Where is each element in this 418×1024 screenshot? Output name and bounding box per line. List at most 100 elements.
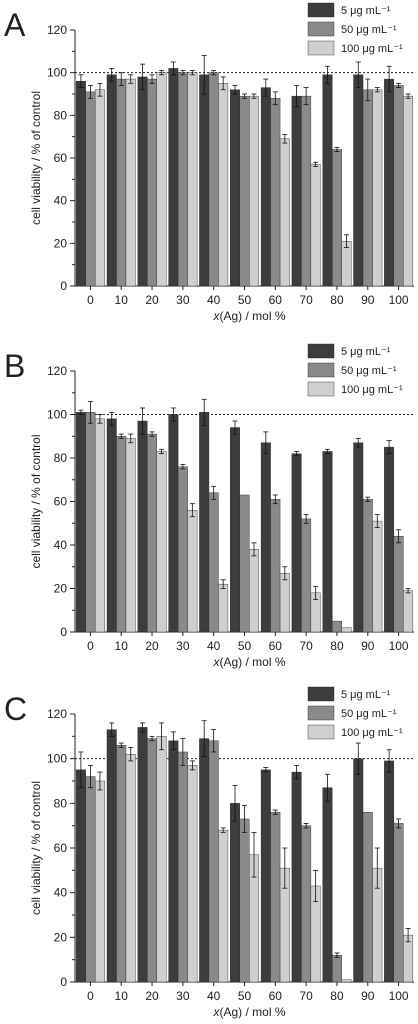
x-tick-label: 30	[176, 989, 190, 1003]
y-tick-label: 20	[54, 582, 68, 596]
bar	[393, 823, 404, 983]
bar	[199, 738, 210, 983]
bar	[332, 149, 342, 287]
bar	[116, 78, 127, 287]
legend-label: 100 μg mL⁻¹	[341, 43, 403, 55]
bar	[341, 979, 352, 983]
x-axis-label-text: (Ag) / mol %	[219, 1005, 285, 1019]
x-tick-label: 40	[207, 293, 221, 307]
x-tick-label: 80	[330, 293, 344, 307]
panel-label: C	[4, 691, 27, 727]
x-tick-label: 20	[145, 293, 159, 307]
x-tick-label: 70	[299, 989, 313, 1003]
bar	[106, 418, 117, 633]
x-tick-label: 0	[87, 293, 94, 307]
bar	[270, 499, 281, 633]
y-tick-label: 100	[47, 408, 67, 422]
x-tick-label: 60	[269, 639, 283, 653]
y-tick-label: 100	[47, 752, 67, 766]
legend-swatch	[307, 705, 335, 721]
y-tick-label: 0	[60, 975, 67, 989]
legend-swatch	[307, 724, 335, 740]
bar	[168, 740, 179, 983]
x-tick-label: 90	[361, 293, 375, 307]
legend-swatch	[307, 40, 335, 56]
bar	[230, 89, 240, 287]
bar	[147, 738, 157, 983]
panel-A: 0 20 40 60 80 100 120 0 10 20 30 40 50 60 70 80 90 100 5 μ…	[4, 2, 414, 323]
x-tick-label: 60	[269, 293, 283, 307]
x-tick-label: 90	[361, 989, 375, 1003]
bar	[301, 518, 312, 633]
x-tick-label: 10	[115, 639, 129, 653]
x-tick-label: 30	[176, 293, 190, 307]
legend-label: 5 μg mL⁻¹	[341, 689, 391, 701]
x-tick-label: 10	[115, 293, 129, 307]
panel-B: 0 20 40 60 80 100 120 0 10 20 30 40 50 60 70 80 90 100 5 μ…	[4, 343, 414, 669]
bar	[125, 438, 136, 633]
y-tick-label: 0	[60, 625, 67, 639]
x-tick-label: 80	[330, 639, 344, 653]
y-tick-label: 60	[54, 495, 68, 509]
y-tick-label: 120	[47, 707, 67, 721]
legend-label: 5 μg mL⁻¹	[341, 346, 391, 358]
bar	[260, 769, 271, 983]
y-tick-label: 80	[54, 451, 68, 465]
legend-label: 50 μg mL⁻¹	[341, 365, 397, 377]
bar	[249, 549, 259, 633]
x-tick-label: 100	[389, 989, 409, 1003]
x-tick-label: 60	[269, 989, 283, 1003]
bar	[270, 812, 281, 983]
x-tick-label: 20	[145, 989, 159, 1003]
x-axis-label: x(Ag) / mol %	[212, 309, 285, 323]
bar	[106, 729, 117, 983]
bar	[137, 727, 148, 983]
bar	[403, 590, 414, 633]
legend-swatch	[307, 2, 335, 18]
bar	[218, 829, 229, 983]
bar	[279, 138, 290, 287]
y-axis-label: cell viability / % of control	[29, 434, 43, 568]
y-tick-label: 40	[54, 886, 68, 900]
bar	[403, 95, 414, 287]
x-tick-label: 40	[207, 989, 221, 1003]
x-axis-label-var: x	[212, 1005, 220, 1019]
bar	[94, 780, 105, 983]
x-tick-label: 10	[115, 989, 129, 1003]
y-tick-label: 40	[54, 538, 68, 552]
legend-label: 50 μg mL⁻¹	[341, 24, 397, 36]
bar	[291, 771, 302, 983]
x-axis-label-var: x	[212, 655, 220, 669]
x-tick-label: 50	[238, 639, 252, 653]
bar	[199, 412, 210, 633]
x-tick-label: 40	[207, 639, 221, 653]
y-tick-label: 100	[47, 66, 67, 80]
legend-label: 100 μg mL⁻¹	[341, 384, 403, 396]
bar	[301, 95, 312, 287]
bar	[332, 620, 342, 633]
bar	[125, 78, 136, 287]
y-tick-label: 20	[54, 930, 68, 944]
bar	[362, 89, 373, 287]
bar	[75, 769, 86, 983]
bar	[384, 446, 395, 633]
bar	[137, 420, 148, 633]
bar	[384, 78, 395, 287]
bar	[177, 466, 188, 633]
bar	[177, 72, 188, 287]
x-axis-label-text: (Ag) / mol %	[219, 309, 285, 323]
bar	[341, 627, 352, 633]
bar	[116, 436, 127, 633]
x-tick-label: 100	[389, 639, 409, 653]
bar	[322, 74, 333, 287]
bar	[85, 776, 96, 983]
y-tick-label: 60	[54, 151, 68, 165]
bar	[177, 751, 188, 983]
y-tick-label: 60	[54, 841, 68, 855]
bar	[116, 745, 127, 983]
y-tick-label: 0	[60, 279, 67, 293]
x-tick-label: 70	[299, 293, 313, 307]
bar	[270, 98, 281, 287]
legend-label: 50 μg mL⁻¹	[341, 708, 397, 720]
bar	[125, 754, 136, 983]
